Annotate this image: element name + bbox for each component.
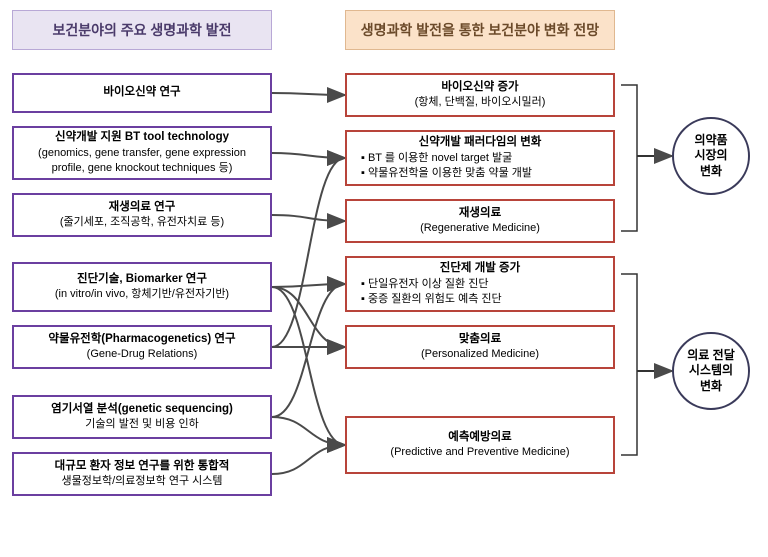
box-subtitle: (항체, 단백질, 바이오시밀러) [415,95,546,110]
right-box-r4: 진단제 개발 증가▪ 단일유전자 이상 질환 진단▪ 중증 질환의 위험도 예측… [345,256,615,312]
box-title: 염기서열 분석(genetic sequencing) [51,402,233,418]
left-box-l6: 염기서열 분석(genetic sequencing)기술의 발전 및 비용 인… [12,395,272,439]
right-box-r3: 재생의료(Regenerative Medicine) [345,199,615,243]
header-right: 생명과학 발전을 통한 보건분야 변화 전망 [345,10,615,50]
box-title: 진단기술, Biomarker 연구 [77,272,207,288]
box-title: 예측예방의료 [448,430,511,446]
box-subtitle: (genomics, gene transfer, gene expressio… [22,146,262,176]
box-title: 바이오신약 연구 [103,85,180,101]
left-box-l4: 진단기술, Biomarker 연구(in vitro/in vivo, 항체기… [12,262,272,312]
right-box-r2: 신약개발 패러다임의 변화▪ BT 를 이용한 novel target 발굴▪… [345,130,615,186]
box-title: 재생의료 연구 [109,200,176,216]
box-subtitle: 생물정보학/의료정보학 연구 시스템 [62,474,223,489]
left-box-l5: 약물유전학(Pharmacogenetics) 연구(Gene-Drug Rel… [12,325,272,369]
left-box-l3: 재생의료 연구(줄기세포, 조직공학, 유전자치료 등) [12,193,272,237]
left-box-l1: 바이오신약 연구 [12,73,272,113]
box-title: 약물유전학(Pharmacogenetics) 연구 [48,332,235,348]
box-title: 진단제 개발 증가 [440,261,520,277]
box-subtitle: 기술의 발전 및 비용 인하 [85,417,198,432]
box-subtitle: (Predictive and Preventive Medicine) [390,445,569,460]
box-title: 재생의료 [459,206,501,222]
header-left: 보건분야의 주요 생명과학 발전 [12,10,272,50]
box-subtitle: (Gene-Drug Relations) [87,347,198,362]
box-bullets: ▪ 단일유전자 이상 질환 진단▪ 중증 질환의 위험도 예측 진단 [355,277,605,307]
box-bullets: ▪ BT 를 이용한 novel target 발굴▪ 약물유전학을 이용한 맞… [355,151,605,181]
outcome-o1: 의약품시장의변화 [672,117,750,195]
right-box-r1: 바이오신약 증가(항체, 단백질, 바이오시밀러) [345,73,615,117]
box-title: 대규모 환자 정보 연구를 위한 통합적 [55,459,230,475]
box-subtitle: (Regenerative Medicine) [420,221,540,236]
box-subtitle: (줄기세포, 조직공학, 유전자치료 등) [60,215,224,230]
box-subtitle: (in vitro/in vivo, 항체기반/유전자기반) [55,287,229,302]
left-box-l2: 신약개발 지원 BT tool technology(genomics, gen… [12,126,272,180]
box-title: 바이오신약 증가 [441,80,518,96]
left-box-l7: 대규모 환자 정보 연구를 위한 통합적생물정보학/의료정보학 연구 시스템 [12,452,272,496]
right-box-r5: 맞춤의료(Personalized Medicine) [345,325,615,369]
box-title: 신약개발 지원 BT tool technology [55,130,229,146]
box-title: 신약개발 패러다임의 변화 [419,135,542,151]
outcome-o2: 의료 전달시스템의변화 [672,332,750,410]
box-title: 맞춤의료 [459,332,501,348]
right-box-r6: 예측예방의료(Predictive and Preventive Medicin… [345,416,615,474]
box-subtitle: (Personalized Medicine) [421,347,539,362]
